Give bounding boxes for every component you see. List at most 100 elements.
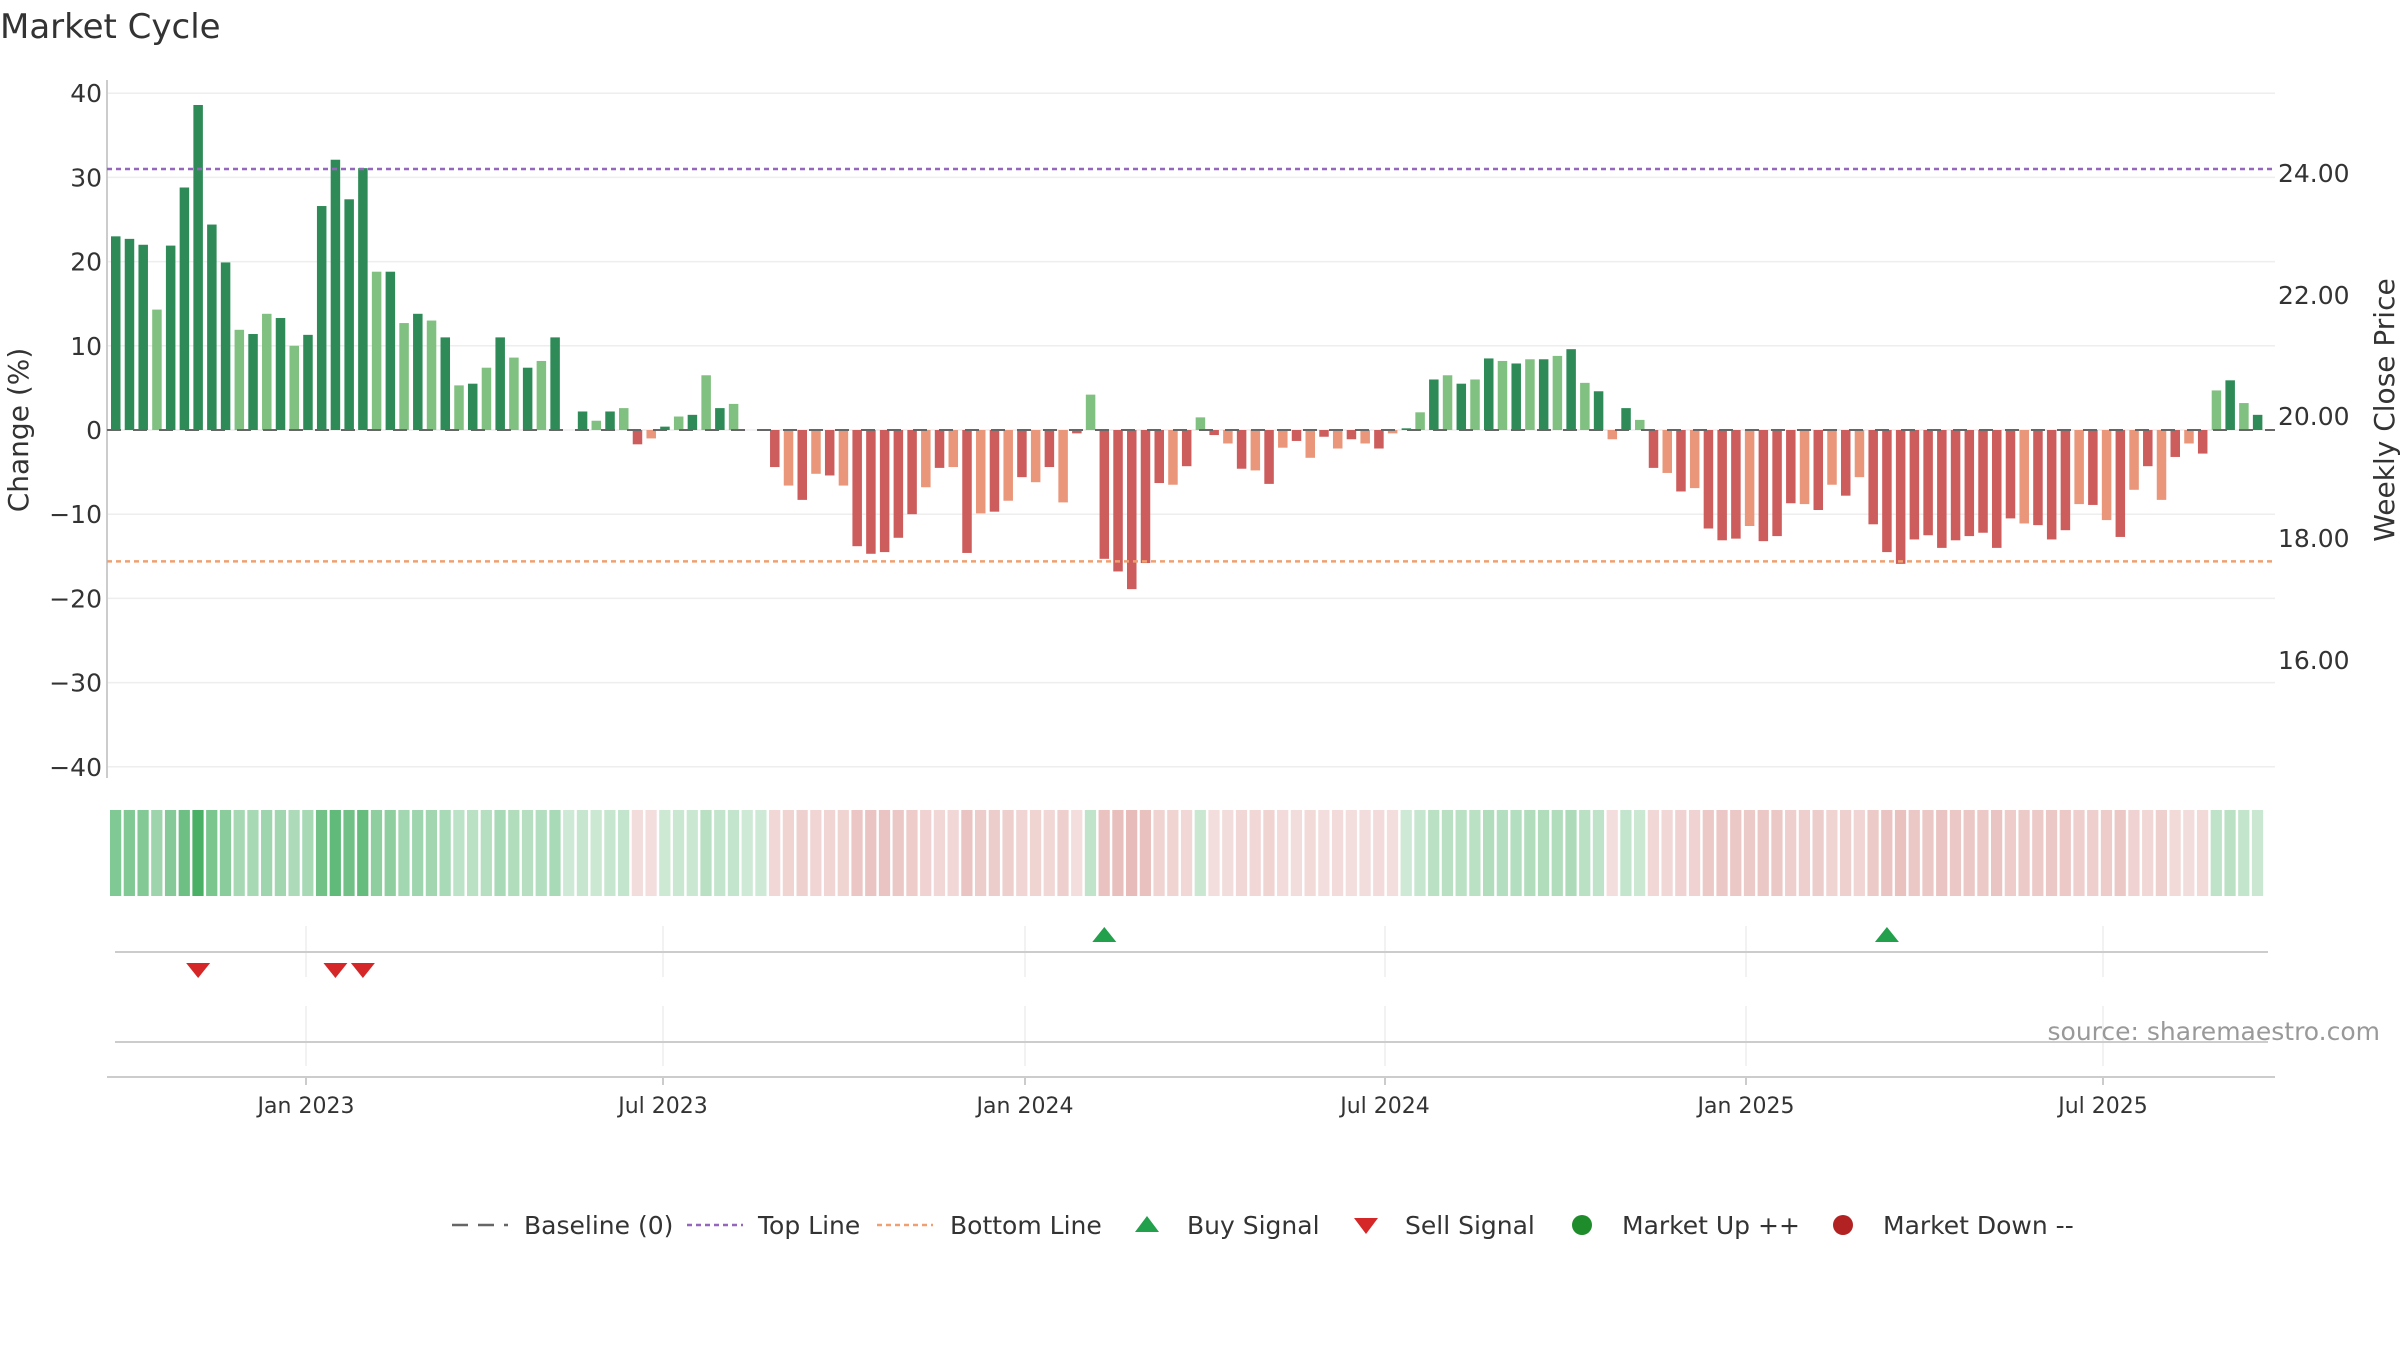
bar <box>1470 379 1480 430</box>
heat-cell <box>1126 810 1138 896</box>
bar <box>1291 430 1302 441</box>
y-tick-label-right: 18.00 <box>2278 524 2350 553</box>
heat-cell <box>878 810 891 896</box>
heat-cell <box>1702 810 1714 896</box>
bar <box>1937 430 1947 548</box>
bar <box>1044 430 1055 468</box>
bar <box>2115 430 2126 537</box>
legend-label: Market Up ++ <box>1622 1211 1800 1240</box>
heat-cell <box>1785 810 1797 896</box>
bar <box>934 430 945 468</box>
bar <box>1593 391 1604 430</box>
bar <box>2101 430 2112 521</box>
bar <box>1072 430 1082 434</box>
heat-cell <box>2210 810 2222 896</box>
bar <box>2170 430 2180 457</box>
bar <box>1484 358 1494 430</box>
heat-cell <box>1386 810 1399 896</box>
y-tick-label-left: 30 <box>70 163 102 192</box>
legend-item: Bottom Line <box>877 1211 1102 1240</box>
heat-cell <box>961 810 973 896</box>
bar <box>866 430 876 554</box>
heat-cell <box>604 810 616 896</box>
bar <box>152 309 162 430</box>
bar <box>316 206 327 430</box>
heat-cell <box>727 810 740 896</box>
bar <box>1744 430 1755 526</box>
bar <box>673 416 684 430</box>
heat-cell <box>920 810 932 896</box>
bar <box>1223 430 1233 444</box>
heat-cell <box>1057 810 1069 896</box>
bar <box>1209 430 1219 436</box>
heat-cell <box>659 810 671 896</box>
heat-cell <box>2238 810 2250 896</box>
bar <box>1703 430 1714 529</box>
bar <box>728 403 739 430</box>
heat-cell <box>2224 810 2236 896</box>
heat-cell <box>343 810 355 896</box>
bar <box>467 383 478 430</box>
bar <box>1168 430 1178 485</box>
bar <box>2129 430 2139 490</box>
heat-cell <box>1249 810 1261 896</box>
x-tick-label: Jan 2025 <box>1696 1094 1795 1119</box>
heat-cell <box>1936 810 1948 896</box>
heat-cell <box>2004 810 2016 896</box>
heat-cell <box>1730 810 1742 896</box>
bar <box>1017 430 1027 478</box>
bar <box>111 236 121 430</box>
heat-cell <box>700 810 712 896</box>
legend-label: Buy Signal <box>1187 1211 1320 1240</box>
bar <box>824 430 835 476</box>
heat-cell <box>974 810 987 896</box>
heat-cell <box>466 810 479 896</box>
heat-cell <box>1894 810 1907 896</box>
bar <box>1662 430 1672 473</box>
heat-cell <box>1318 810 1330 896</box>
bar <box>2143 430 2153 467</box>
bar <box>1552 355 1563 430</box>
bar <box>509 357 519 430</box>
heat-cell <box>233 810 245 896</box>
bar <box>440 337 451 430</box>
heat-cell <box>1167 810 1179 896</box>
bar <box>1511 363 1521 430</box>
bar <box>1538 359 1549 430</box>
heat-cell <box>439 810 451 896</box>
heat-cell <box>1002 810 1014 896</box>
heat-cell <box>1853 810 1865 896</box>
heat-cell <box>412 810 424 896</box>
bar <box>1264 430 1274 484</box>
bar <box>275 318 286 430</box>
bar <box>399 323 409 430</box>
heat-cell <box>1647 810 1659 896</box>
bar <box>1978 430 1988 533</box>
heat-cell <box>1084 810 1097 896</box>
bar <box>165 245 176 430</box>
bar <box>1827 430 1837 485</box>
heat-cell <box>1263 810 1275 896</box>
legend-item: Market Up ++ <box>1572 1211 1800 1240</box>
heat-cell <box>851 810 863 896</box>
heat-cell <box>453 810 465 896</box>
heat-cell <box>1579 810 1591 896</box>
bar <box>207 224 217 430</box>
heat-cell <box>1743 810 1756 896</box>
heat-cell <box>2251 810 2264 896</box>
bar <box>1278 430 1288 448</box>
legend: Baseline (0) Top Line Bottom Line Buy Signa… <box>452 1211 2074 1240</box>
heat-cell <box>741 810 753 896</box>
bar <box>1003 430 1013 501</box>
buy-signal-marker <box>1874 927 1899 942</box>
bar <box>687 414 698 430</box>
heat-cell <box>1359 810 1371 896</box>
bar <box>1635 419 1645 430</box>
heat-cell <box>1277 810 1289 896</box>
bar <box>2156 430 2167 500</box>
heat-cell <box>357 810 369 896</box>
bar <box>1085 394 1096 430</box>
y-tick-label-left: 40 <box>70 79 102 108</box>
heat-cell <box>494 810 506 896</box>
